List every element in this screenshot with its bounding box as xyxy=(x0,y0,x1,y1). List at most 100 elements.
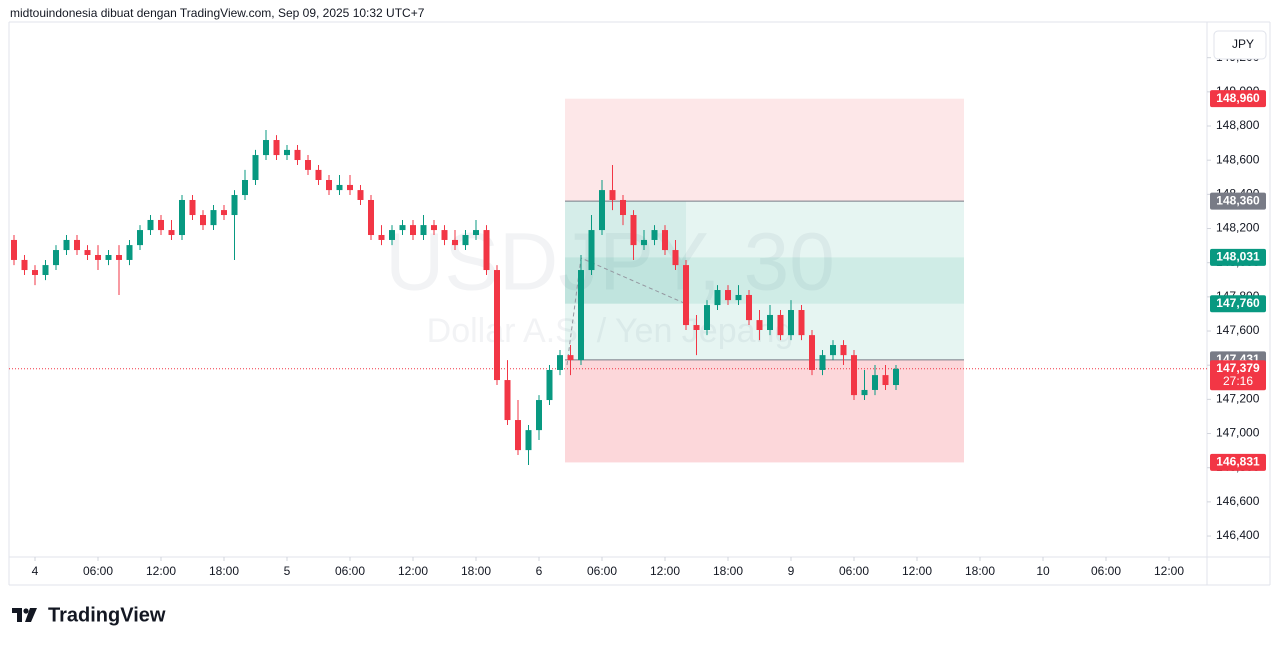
candle-body xyxy=(620,199,626,216)
y-tick-label: 148,800 xyxy=(1216,118,1260,132)
candle-body xyxy=(777,314,784,336)
position-tool xyxy=(565,98,964,463)
candle-body xyxy=(735,294,742,301)
candle-body xyxy=(242,180,248,196)
candle-body xyxy=(200,215,206,226)
logo-icon xyxy=(25,608,37,622)
candle-body xyxy=(158,219,164,231)
x-tick-label: 06:00 xyxy=(83,564,113,578)
y-tick-label: 146,600 xyxy=(1216,494,1260,508)
candle-body xyxy=(861,389,868,396)
y-tick-label: 146,400 xyxy=(1216,528,1260,542)
candle-body xyxy=(441,230,448,240)
candle-body xyxy=(767,314,773,330)
watermark: USDJPY, 30 xyxy=(385,217,835,308)
candle-body xyxy=(63,239,70,251)
candle-body xyxy=(420,225,427,236)
x-tick-label: 18:00 xyxy=(713,564,743,578)
x-tick-label: 9 xyxy=(788,564,795,578)
candle-body xyxy=(525,430,532,451)
header: midtouindonesia dibuat dengan TradingVie… xyxy=(10,6,425,20)
price-label-box xyxy=(1210,295,1266,313)
candle-body xyxy=(515,420,521,451)
stop-zone xyxy=(565,98,964,202)
candle-body xyxy=(326,180,332,191)
x-tick-label: 18:00 xyxy=(461,564,491,578)
candle-body xyxy=(809,335,815,370)
candle-body xyxy=(168,230,175,236)
candle-body xyxy=(599,190,605,231)
candle-body xyxy=(641,239,647,246)
logo-icon xyxy=(23,608,29,614)
candle-body xyxy=(704,305,710,330)
x-tick-label: 12:00 xyxy=(398,564,428,578)
price-label-box xyxy=(1210,453,1266,471)
x-tick-label: 10 xyxy=(1036,564,1050,578)
candle-body xyxy=(840,345,847,356)
candle-body xyxy=(53,250,59,266)
candle-body xyxy=(378,235,385,240)
candle-body xyxy=(893,368,899,386)
y-tick-label: 147,000 xyxy=(1216,426,1260,440)
candle-body xyxy=(462,235,469,246)
candle-body xyxy=(452,239,458,246)
y-tick-label: 147,600 xyxy=(1216,323,1260,337)
x-tick-label: 4 xyxy=(32,564,39,578)
candle-body xyxy=(609,190,616,200)
candle-body xyxy=(294,149,301,161)
countdown-label: 27:16 xyxy=(1223,374,1253,388)
price-label: 146,831 xyxy=(1216,455,1260,469)
candle-body xyxy=(830,345,836,356)
logo-icon xyxy=(12,608,22,622)
candle-body xyxy=(42,265,49,275)
currency-label: JPY xyxy=(1232,37,1254,51)
candle-body xyxy=(74,239,80,251)
candle-body xyxy=(189,199,196,216)
logo: TradingView xyxy=(12,604,166,626)
candle-body xyxy=(473,230,479,236)
x-tick-label: 12:00 xyxy=(650,564,680,578)
candle-body xyxy=(756,320,763,330)
x-tick-label: 06:00 xyxy=(839,564,869,578)
price-axis: 146,400146,600146,800147,000147,200147,4… xyxy=(32,50,1266,578)
x-tick-label: 06:00 xyxy=(587,564,617,578)
candle-body xyxy=(630,215,637,246)
candle-body xyxy=(494,270,500,381)
candle-body xyxy=(798,310,805,336)
watermark-subtitle: Dollar A.S. / Yen Jepang xyxy=(427,312,794,350)
y-tick-label: 147,200 xyxy=(1216,392,1260,406)
candle-body xyxy=(210,210,217,226)
x-tick-label: 06:00 xyxy=(1091,564,1121,578)
candle-body xyxy=(21,259,28,271)
candle-body xyxy=(683,265,689,326)
candle-body xyxy=(336,184,343,191)
x-tick-label: 18:00 xyxy=(209,564,239,578)
candle-body xyxy=(662,230,668,251)
target-zone-fill xyxy=(565,257,964,304)
stop-zone xyxy=(565,359,964,463)
candle-body xyxy=(179,199,185,236)
candle-body xyxy=(567,355,574,361)
candle-body xyxy=(263,140,269,156)
candle-body xyxy=(231,195,238,216)
candle-body xyxy=(819,355,826,370)
candle-body xyxy=(84,250,91,255)
candle-body xyxy=(389,230,395,240)
price-label-box xyxy=(1210,360,1266,391)
currency-button[interactable] xyxy=(1213,30,1267,60)
candle-body xyxy=(357,190,364,200)
candle-body xyxy=(546,369,553,401)
candle-body xyxy=(746,294,752,321)
candle-body xyxy=(672,250,679,266)
candle-body xyxy=(137,230,143,246)
price-label: 148,360 xyxy=(1216,193,1260,207)
x-tick-label: 18:00 xyxy=(965,564,995,578)
candle-body xyxy=(578,270,584,361)
candle-body xyxy=(273,140,280,156)
candle-body xyxy=(116,255,122,260)
candle-body xyxy=(284,149,290,156)
candle-body xyxy=(368,199,374,236)
price-label-box xyxy=(1210,192,1266,210)
logo-text: TradingView xyxy=(48,604,166,626)
candle-body xyxy=(315,169,322,180)
